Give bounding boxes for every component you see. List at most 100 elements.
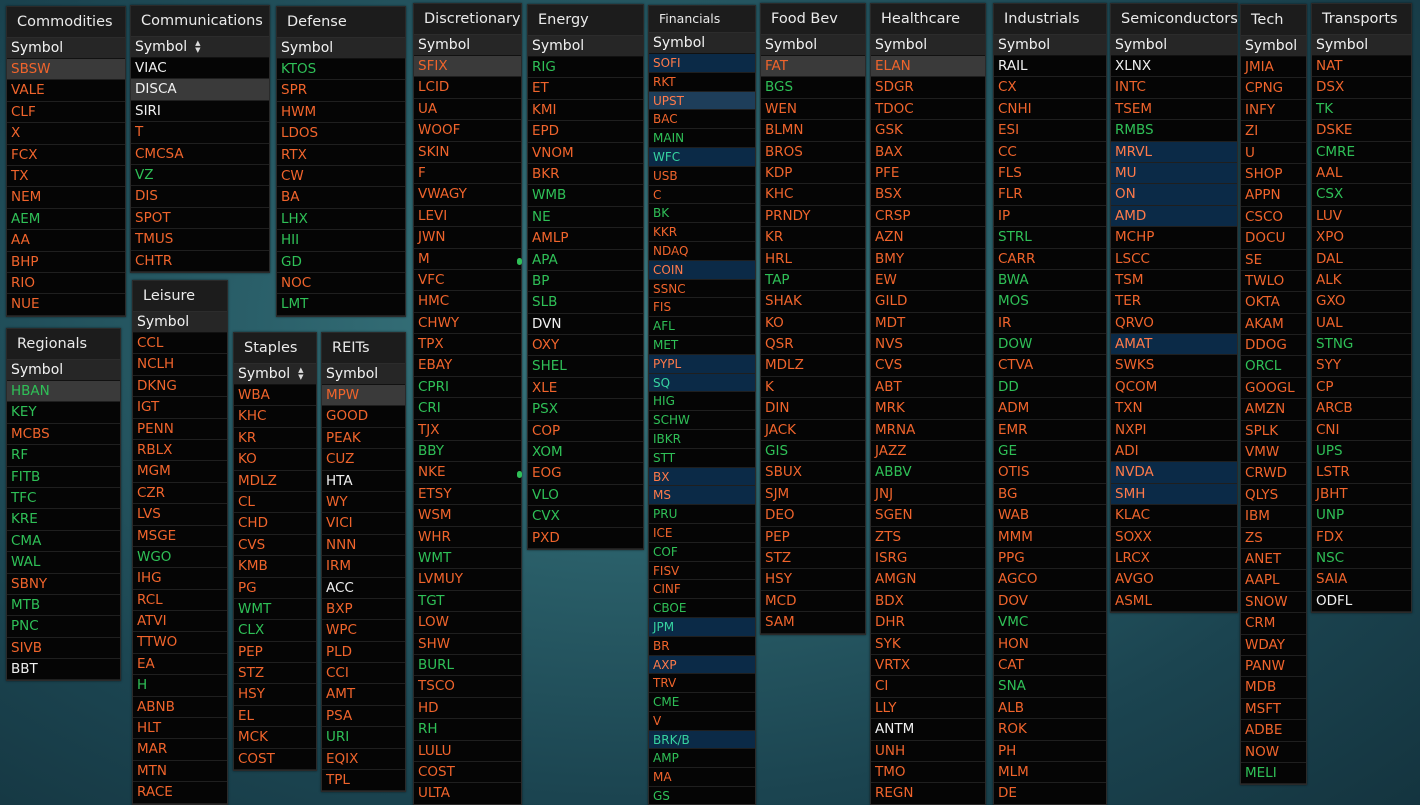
- symbol-column-header[interactable]: Symbol: [761, 35, 865, 56]
- symbol-row[interactable]: TAP: [761, 270, 865, 292]
- symbol-row[interactable]: LVMUY: [414, 569, 521, 591]
- symbol-row[interactable]: KRE: [7, 509, 120, 531]
- symbol-row[interactable]: BKR: [528, 164, 643, 186]
- symbol-row[interactable]: CI: [871, 676, 985, 698]
- symbol-row[interactable]: NSC: [1312, 548, 1411, 570]
- panel-title[interactable]: Leisure: [133, 281, 227, 312]
- symbol-row[interactable]: MTB: [7, 595, 120, 617]
- symbol-row[interactable]: SIRI: [131, 101, 269, 123]
- symbol-row[interactable]: CHWY: [414, 313, 521, 335]
- symbol-row[interactable]: HLT: [133, 718, 227, 740]
- panel-title[interactable]: Healthcare: [871, 4, 985, 35]
- symbol-row[interactable]: ADBE: [1241, 720, 1306, 742]
- symbol-row[interactable]: COP: [528, 421, 643, 443]
- symbol-row[interactable]: CHD: [234, 513, 316, 535]
- symbol-row[interactable]: TJX: [414, 420, 521, 442]
- symbol-row[interactable]: CARR: [994, 249, 1106, 270]
- symbol-row[interactable]: DE: [994, 783, 1106, 804]
- symbol-row[interactable]: HON: [994, 634, 1106, 655]
- symbol-row[interactable]: CRI: [414, 398, 521, 420]
- symbol-row[interactable]: BR: [649, 637, 755, 656]
- symbol-row[interactable]: VNOM: [528, 143, 643, 164]
- symbol-row[interactable]: CAT: [994, 655, 1106, 677]
- symbol-column-header[interactable]: Symbol: [1111, 35, 1237, 56]
- symbol-row[interactable]: BAC: [649, 110, 755, 130]
- symbol-row[interactable]: INFY: [1241, 100, 1306, 122]
- symbol-row[interactable]: JACK: [761, 420, 865, 442]
- symbol-row[interactable]: CNHI: [994, 99, 1106, 121]
- symbol-row[interactable]: GILD: [871, 291, 985, 313]
- symbol-row[interactable]: SSNC: [649, 280, 755, 299]
- symbol-column-header[interactable]: Symbol: [528, 36, 643, 57]
- symbol-row[interactable]: VMW: [1241, 442, 1306, 464]
- symbol-row[interactable]: TX: [7, 166, 125, 188]
- symbol-row[interactable]: RTX: [277, 145, 405, 166]
- symbol-column-header[interactable]: Symbol: [133, 312, 227, 333]
- symbol-row[interactable]: RBLX: [133, 440, 227, 462]
- symbol-row[interactable]: SQ: [649, 373, 755, 393]
- symbol-row[interactable]: GSK: [871, 120, 985, 142]
- symbol-row[interactable]: OKTA: [1241, 292, 1306, 314]
- panel-title[interactable]: Industrials: [994, 4, 1106, 35]
- symbol-column-header[interactable]: Symbol: [322, 364, 405, 385]
- symbol-row[interactable]: SYY: [1312, 355, 1411, 377]
- sort-arrows-icon[interactable]: ▲ ▼: [298, 366, 304, 381]
- symbol-row[interactable]: BGS: [761, 77, 865, 99]
- symbol-row[interactable]: CX: [994, 77, 1106, 99]
- symbol-row[interactable]: NAT: [1312, 56, 1411, 78]
- symbol-row[interactable]: BROS: [761, 142, 865, 163]
- symbol-row[interactable]: ETSY: [414, 484, 521, 506]
- symbol-row[interactable]: KLAC: [1111, 505, 1237, 527]
- symbol-row[interactable]: MRK: [871, 398, 985, 420]
- symbol-row[interactable]: KR: [761, 227, 865, 249]
- symbol-row[interactable]: BLMN: [761, 120, 865, 142]
- symbol-row[interactable]: MAIN: [649, 129, 755, 148]
- symbol-row[interactable]: WDAY: [1241, 635, 1306, 656]
- symbol-row[interactable]: TMO: [871, 762, 985, 784]
- symbol-row[interactable]: RIO: [7, 273, 125, 295]
- symbol-row[interactable]: WGO: [133, 547, 227, 569]
- symbol-row[interactable]: MDB: [1241, 677, 1306, 699]
- symbol-row[interactable]: TGT: [414, 591, 521, 613]
- symbol-row[interactable]: QLYS: [1241, 485, 1306, 507]
- symbol-row[interactable]: MTN: [133, 761, 227, 783]
- symbol-row[interactable]: VLO: [528, 485, 643, 507]
- symbol-row[interactable]: ULTA: [414, 783, 521, 804]
- symbol-row[interactable]: JAZZ: [871, 441, 985, 463]
- symbol-row[interactable]: EA: [133, 654, 227, 676]
- symbol-row[interactable]: MMM: [994, 527, 1106, 548]
- symbol-row[interactable]: CCI: [322, 663, 405, 685]
- symbol-row[interactable]: QSR: [761, 334, 865, 356]
- symbol-row[interactable]: ASML: [1111, 591, 1237, 613]
- symbol-row[interactable]: CRM: [1241, 613, 1306, 635]
- symbol-row[interactable]: MOS: [994, 291, 1106, 313]
- symbol-row[interactable]: KR: [234, 428, 316, 450]
- symbol-row[interactable]: MS: [649, 486, 755, 506]
- symbol-row[interactable]: ORCL: [1241, 356, 1306, 378]
- symbol-row[interactable]: FLS: [994, 163, 1106, 185]
- symbol-row[interactable]: DIN: [761, 398, 865, 420]
- symbol-row[interactable]: STRL: [994, 227, 1106, 249]
- symbol-row[interactable]: CSCO: [1241, 207, 1306, 229]
- symbol-row[interactable]: CPNG: [1241, 78, 1306, 100]
- symbol-row[interactable]: ACC: [322, 578, 405, 599]
- symbol-row[interactable]: SHAK: [761, 291, 865, 313]
- symbol-row[interactable]: F: [414, 163, 521, 185]
- resize-handle-icon[interactable]: [517, 471, 522, 478]
- symbol-row[interactable]: UAL: [1312, 313, 1411, 335]
- symbol-row[interactable]: BP: [528, 271, 643, 293]
- symbol-column-header[interactable]: Symbol: [414, 35, 521, 56]
- symbol-row[interactable]: COF: [649, 543, 755, 562]
- symbol-row[interactable]: DDOG: [1241, 335, 1306, 357]
- symbol-row[interactable]: CPRI: [414, 377, 521, 399]
- symbol-row[interactable]: BBT: [7, 659, 120, 681]
- symbol-row[interactable]: BX: [649, 467, 755, 487]
- symbol-row[interactable]: NUE: [7, 294, 125, 316]
- symbol-row[interactable]: CL: [234, 492, 316, 514]
- panel-title[interactable]: Semiconductors: [1111, 4, 1237, 35]
- symbol-row[interactable]: KEY: [7, 402, 120, 424]
- symbol-row[interactable]: STZ: [234, 663, 316, 685]
- symbol-row[interactable]: IBM: [1241, 506, 1306, 528]
- symbol-row[interactable]: SWKS: [1111, 355, 1237, 377]
- symbol-row[interactable]: BURL: [414, 655, 521, 677]
